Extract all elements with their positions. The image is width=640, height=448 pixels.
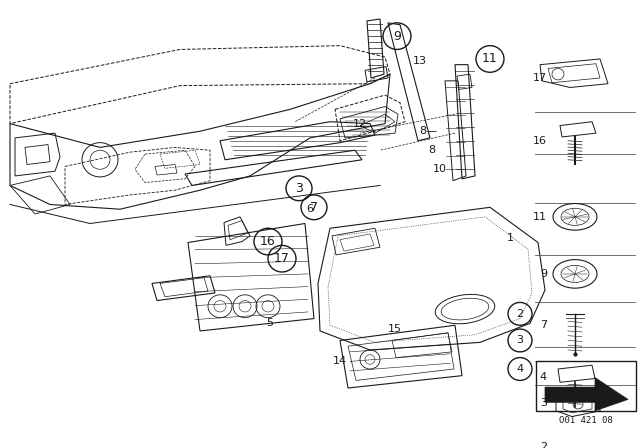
- Text: 16: 16: [533, 136, 547, 146]
- Text: 8: 8: [428, 145, 436, 155]
- Text: O01 421 08: O01 421 08: [559, 416, 613, 425]
- Text: 9: 9: [393, 30, 401, 43]
- Polygon shape: [545, 378, 628, 411]
- Text: 12: 12: [353, 119, 367, 129]
- Text: 11: 11: [482, 52, 498, 65]
- Text: 3: 3: [295, 182, 303, 195]
- Bar: [536, 362, 636, 411]
- Text: 17: 17: [274, 252, 290, 265]
- Text: 6: 6: [307, 204, 314, 214]
- Text: 2: 2: [516, 309, 524, 319]
- Text: 5: 5: [266, 319, 273, 328]
- Text: 16: 16: [260, 235, 276, 248]
- Text: 13: 13: [413, 56, 427, 66]
- Text: 3: 3: [540, 398, 547, 408]
- Text: 10: 10: [433, 164, 447, 174]
- Text: 17: 17: [533, 73, 547, 83]
- Text: 11: 11: [533, 212, 547, 222]
- Text: 15: 15: [388, 324, 402, 334]
- Text: 14: 14: [333, 357, 347, 366]
- Text: 4: 4: [540, 371, 547, 382]
- Text: 4: 4: [516, 364, 524, 374]
- Text: 9: 9: [540, 269, 547, 279]
- Text: 7: 7: [310, 201, 318, 214]
- Text: 2: 2: [540, 442, 547, 448]
- Text: 7: 7: [540, 320, 547, 330]
- Text: 1: 1: [506, 233, 513, 243]
- Text: 8—: 8—: [419, 126, 437, 136]
- Text: 3: 3: [516, 336, 524, 345]
